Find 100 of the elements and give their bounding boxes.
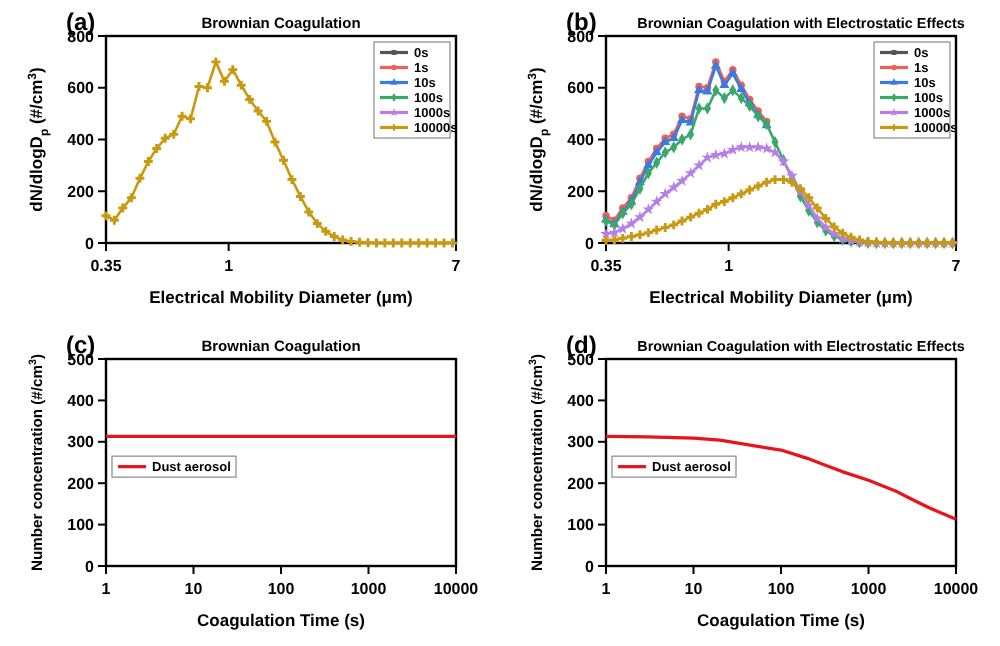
x-tick-label: 1000: [850, 580, 888, 598]
y-tick-label: 100: [567, 516, 596, 535]
x-axis-title: Coagulation Time (s): [197, 610, 366, 630]
point: [169, 129, 179, 139]
y-tick-label: 200: [67, 182, 96, 201]
point: [752, 141, 765, 153]
point: [676, 174, 688, 186]
point: [718, 147, 731, 159]
point: [109, 215, 119, 225]
y-tick-label: 300: [567, 433, 596, 452]
point: [660, 223, 670, 232]
y-tick-label: 600: [67, 79, 96, 98]
point: [625, 217, 638, 229]
point: [811, 212, 824, 224]
y-tick-label: 0: [85, 557, 96, 576]
point: [245, 94, 255, 104]
y-tick-label: 0: [85, 234, 96, 253]
point: [667, 181, 680, 193]
point: [694, 208, 704, 218]
y-tick-label: 0: [585, 557, 596, 576]
point: [804, 193, 814, 203]
point: [262, 116, 272, 126]
point: [338, 235, 348, 245]
point: [633, 210, 646, 223]
point: [186, 114, 196, 124]
point: [346, 237, 356, 246]
point: [287, 175, 297, 185]
point: [160, 133, 170, 143]
point: [355, 237, 364, 247]
y-tick-label: 200: [567, 474, 596, 493]
point: [669, 220, 679, 230]
x-tick-label: 0.35: [90, 257, 123, 275]
point: [312, 219, 322, 229]
point: [177, 111, 187, 121]
point: [626, 232, 636, 241]
point: [279, 155, 288, 165]
point: [711, 199, 721, 209]
x-tick-label: 1: [724, 257, 735, 275]
point: [743, 141, 756, 153]
x-tick-label: 100: [267, 580, 296, 598]
text: (b): [566, 8, 597, 36]
point: [194, 82, 204, 91]
point: [236, 80, 246, 90]
point: [686, 212, 696, 222]
point: [321, 226, 331, 236]
point: [329, 232, 339, 241]
point: [735, 141, 748, 153]
y-tick-label: 400: [567, 392, 596, 410]
y-tick-label: 400: [567, 131, 596, 150]
y-tick-label: 600: [567, 79, 596, 98]
point: [135, 173, 145, 183]
x-tick-label: 10: [184, 580, 204, 598]
x-axis-title: Electrical Mobility Diameter (μm): [149, 287, 414, 307]
x-tick-label: 0.35: [590, 257, 623, 275]
x-tick-label: 1: [601, 580, 612, 598]
y-tick-label: 400: [67, 392, 96, 410]
point: [779, 175, 788, 185]
text: (c): [66, 331, 96, 359]
point: [635, 230, 645, 240]
point: [684, 166, 697, 179]
point: [126, 193, 136, 203]
point: [693, 159, 705, 171]
x-tick-label: 10000: [433, 580, 480, 598]
point: [203, 83, 212, 93]
y-tick-label: 200: [67, 474, 96, 493]
point: [719, 197, 729, 207]
point: [703, 204, 712, 214]
point: [753, 181, 763, 191]
point: [652, 225, 662, 235]
x-axis-title: Coagulation Time (s): [697, 610, 866, 630]
point: [762, 177, 772, 187]
point: [829, 222, 839, 232]
x-tick-label: 7: [951, 257, 962, 275]
point: [728, 193, 738, 203]
point: [118, 203, 128, 213]
point: [745, 185, 755, 195]
x-tick-label: 100: [767, 580, 796, 598]
point: [219, 76, 229, 86]
point: [642, 203, 655, 215]
point: [787, 177, 797, 187]
point: [659, 187, 672, 199]
y-tick-label: 300: [67, 433, 96, 452]
point: [304, 207, 314, 217]
x-tick-label: 1: [101, 580, 112, 598]
point: [143, 157, 153, 166]
x-axis-title: Electrical Mobility Diameter (μm): [649, 287, 914, 307]
x-tick-label: 1000: [350, 580, 388, 598]
point: [618, 233, 628, 243]
x-tick-label: 7: [451, 257, 462, 275]
point: [295, 191, 305, 201]
point: [152, 144, 162, 154]
x-tick-label: 10: [684, 580, 704, 598]
point: [643, 228, 653, 238]
y-tick-label: 200: [567, 182, 596, 201]
point: [821, 213, 831, 223]
point: [838, 228, 848, 238]
y-tick-label: 100: [67, 516, 96, 535]
point: [253, 106, 263, 116]
point: [228, 65, 238, 75]
y-tick-label: 400: [67, 131, 96, 150]
